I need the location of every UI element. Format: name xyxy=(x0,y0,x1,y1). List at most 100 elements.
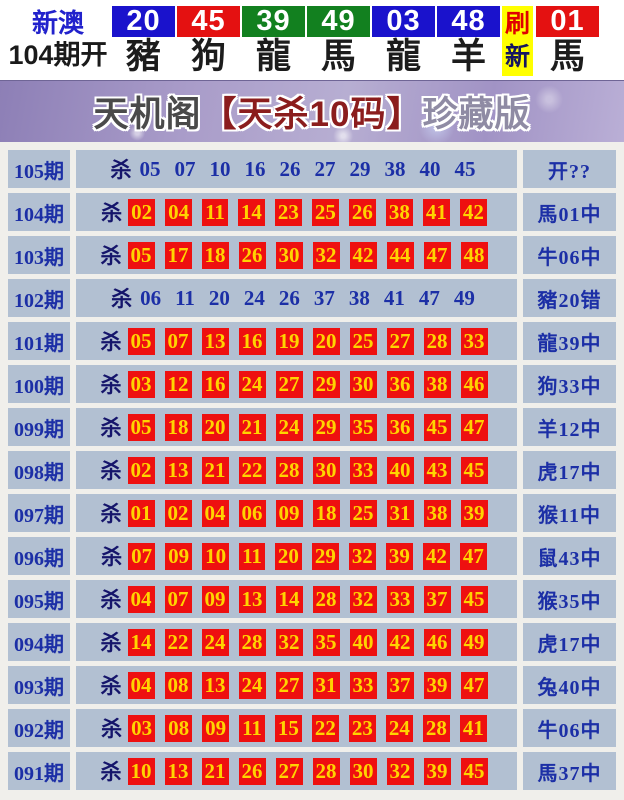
kill-number: 14 xyxy=(237,198,265,226)
kill-number: 22 xyxy=(311,714,339,742)
ball-column: 03 龍 xyxy=(372,6,435,77)
kill-number: 24 xyxy=(238,671,266,699)
kill-prefix-label: 杀 xyxy=(100,330,122,354)
kill-number: 20 xyxy=(312,327,340,355)
kill-number: 32 xyxy=(386,757,414,785)
period-cell: 102期 xyxy=(8,279,70,317)
kill-number: 04 xyxy=(127,671,155,699)
result-cell: 馬37中 xyxy=(523,752,616,790)
result-cell: 牛06中 xyxy=(523,709,616,747)
kill-number: 47 xyxy=(418,285,440,310)
kill-number: 09 xyxy=(201,585,229,613)
kill-number: 33 xyxy=(460,327,488,355)
kill-number: 13 xyxy=(201,327,229,355)
result-cell: 虎17中 xyxy=(523,623,616,661)
kill-number: 46 xyxy=(423,628,451,656)
kill-number: 21 xyxy=(238,413,266,441)
kill-number: 47 xyxy=(459,542,487,570)
kill-number: 45 xyxy=(423,413,451,441)
kill-number: 16 xyxy=(244,156,266,181)
ball-number: 20 xyxy=(112,6,175,37)
kill-number: 22 xyxy=(164,628,192,656)
ball-column: 49 馬 xyxy=(307,6,370,77)
period-cell: 100期 xyxy=(8,365,70,403)
kill-number: 11 xyxy=(239,542,265,570)
kill-number: 15 xyxy=(274,714,302,742)
kill-numbers-cell: 杀 05 07 13 16 19 20 25 27 28 33 xyxy=(76,322,517,360)
kill-number: 25 xyxy=(349,499,377,527)
kill-number: 03 xyxy=(127,370,155,398)
kill-number: 45 xyxy=(460,456,488,484)
kill-number: 09 xyxy=(165,542,193,570)
zodiac-label: 狗 xyxy=(190,37,226,76)
result-cell: 鼠43中 xyxy=(523,537,616,575)
draw-info: 新澳 104期开 xyxy=(4,6,112,72)
title-banner: 天机阁 【天杀10码】 珍藏版 xyxy=(0,80,624,142)
kill-number: 38 xyxy=(384,156,406,181)
kill-number: 45 xyxy=(460,757,488,785)
kill-number: 20 xyxy=(201,413,229,441)
result-cell: 兔40中 xyxy=(523,666,616,704)
kill-number: 28 xyxy=(422,714,450,742)
period-cell: 093期 xyxy=(8,666,70,704)
table-row: 094期 杀 14 22 24 28 32 35 40 42 46 49 虎17中 xyxy=(8,623,616,661)
refresh-button[interactable]: 刷 新 xyxy=(502,6,533,76)
kill-number: 35 xyxy=(349,413,377,441)
kill-prefix-label: 杀 xyxy=(100,674,122,698)
kill-number: 24 xyxy=(238,370,266,398)
special-ball-number: 01 xyxy=(536,6,599,37)
kill-numbers-cell: 杀 03 08 09 11 15 22 23 24 28 41 xyxy=(76,709,517,747)
table-row: 102期 杀 06 11 20 24 26 37 38 41 47 49 豬20错 xyxy=(8,279,616,317)
kill-number: 05 xyxy=(127,327,155,355)
kill-numbers-cell: 杀 03 12 16 24 27 29 30 36 38 46 xyxy=(76,365,517,403)
result-cell: 开?? xyxy=(523,150,616,188)
kill-numbers-cell: 杀 04 08 13 24 27 31 33 37 39 47 xyxy=(76,666,517,704)
kill-numbers-cell: 杀 05 18 20 21 24 29 35 36 45 47 xyxy=(76,408,517,446)
kill-number: 02 xyxy=(164,499,192,527)
kill-number: 40 xyxy=(349,628,377,656)
result-cell: 虎17中 xyxy=(523,451,616,489)
kill-number: 24 xyxy=(385,714,413,742)
kill-prefix-label: 杀 xyxy=(101,545,123,569)
period-cell: 103期 xyxy=(8,236,70,274)
kill-number: 26 xyxy=(278,285,300,310)
kill-number: 38 xyxy=(423,370,451,398)
kill-number: 29 xyxy=(311,542,339,570)
region-label: 新澳 xyxy=(31,8,84,38)
result-cell: 猴11中 xyxy=(523,494,616,532)
kill-number: 40 xyxy=(386,456,414,484)
result-cell: 羊12中 xyxy=(523,408,616,446)
kill-number: 41 xyxy=(422,198,450,226)
kill-number: 02 xyxy=(128,198,156,226)
kill-number: 27 xyxy=(275,757,303,785)
kill-number: 13 xyxy=(164,456,192,484)
kill-prefix-label: 杀 xyxy=(111,287,133,311)
kill-number: 21 xyxy=(201,757,229,785)
ball-column: 45 狗 xyxy=(177,6,240,77)
kill-numbers-cell: 杀 10 13 21 26 27 28 30 32 39 45 xyxy=(76,752,517,790)
table-row: 099期 杀 05 18 20 21 24 29 35 36 45 47 羊12中 xyxy=(8,408,616,446)
period-cell: 092期 xyxy=(8,709,70,747)
kill-prefix-label: 杀 xyxy=(100,373,122,397)
refresh-label-bottom: 新 xyxy=(504,43,530,71)
kill-number: 42 xyxy=(349,241,377,269)
kill-prefix-label: 杀 xyxy=(100,502,122,526)
table-row: 105期 杀 05 07 10 16 26 27 29 38 40 45 开?? xyxy=(8,150,616,188)
page-title-edition: 珍藏版 xyxy=(422,95,531,134)
kill-number: 20 xyxy=(208,285,230,310)
table-row: 100期 杀 03 12 16 24 27 29 30 36 38 46 狗33中 xyxy=(8,365,616,403)
kill-number: 39 xyxy=(423,671,451,699)
period-cell: 104期 xyxy=(8,193,70,231)
kill-number: 31 xyxy=(386,499,414,527)
kill-number: 33 xyxy=(349,456,377,484)
kill-number: 16 xyxy=(238,327,266,355)
zodiac-label: 龍 xyxy=(385,37,421,76)
kill-number: 40 xyxy=(419,156,441,181)
kill-number: 28 xyxy=(423,327,451,355)
zodiac-label: 龍 xyxy=(255,37,291,76)
kill-number: 32 xyxy=(312,241,340,269)
kill-number: 43 xyxy=(423,456,451,484)
page-title-site: 天机阁 xyxy=(93,95,202,134)
kill-number: 39 xyxy=(385,542,413,570)
period-cell: 094期 xyxy=(8,623,70,661)
